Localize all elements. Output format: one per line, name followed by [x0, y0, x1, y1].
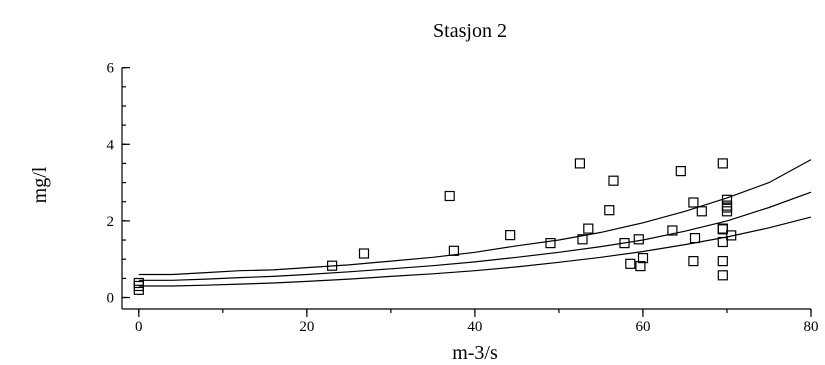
data-point: [667, 225, 678, 236]
data-point: [688, 256, 699, 267]
data-point: [696, 206, 707, 217]
data-point: [608, 175, 619, 186]
curve-line: [138, 216, 812, 287]
data-point: [717, 223, 728, 234]
data-point: [635, 261, 646, 272]
data-point: [358, 248, 370, 259]
x-tick-label: 80: [804, 319, 819, 335]
confidence-curves: [138, 159, 812, 287]
data-point: [505, 230, 516, 241]
y-axis-label: mg/l: [29, 166, 51, 203]
data-point: [633, 234, 644, 245]
data-point: [721, 206, 733, 217]
x-tick-label: 60: [635, 319, 650, 335]
data-point: [717, 224, 728, 235]
data-point: [726, 230, 737, 241]
curve-line: [138, 191, 812, 281]
curve-line: [138, 159, 812, 276]
data-point: [689, 233, 701, 244]
data-point: [327, 260, 338, 271]
data-point: [675, 166, 686, 177]
y-tick-label: 4: [107, 137, 115, 153]
data-point: [717, 236, 728, 248]
data-point: [717, 270, 728, 281]
data-point: [448, 245, 459, 256]
chart-title: Stasjon 2: [433, 20, 507, 42]
y-tick-label: 2: [107, 214, 115, 230]
data-point: [625, 258, 636, 269]
data-point: [133, 284, 144, 295]
x-axis-label: m-3/s: [452, 342, 498, 364]
data-points: [133, 158, 737, 295]
data-point: [688, 197, 699, 208]
data-point: [444, 190, 455, 202]
data-point: [604, 205, 615, 216]
y-tick-label: 0: [107, 291, 115, 307]
data-point: [577, 234, 588, 245]
y-tick-label: 6: [107, 61, 115, 77]
data-point: [717, 256, 728, 267]
data-point: [545, 238, 556, 249]
data-point: [619, 238, 630, 249]
data-point: [583, 223, 594, 234]
x-tick-label: 40: [467, 319, 482, 335]
data-point: [637, 253, 649, 264]
data-point: [574, 158, 586, 169]
data-point: [717, 158, 728, 169]
x-tick-label: 20: [299, 319, 314, 335]
x-tick-label: 0: [135, 319, 143, 335]
data-point: [721, 194, 733, 205]
